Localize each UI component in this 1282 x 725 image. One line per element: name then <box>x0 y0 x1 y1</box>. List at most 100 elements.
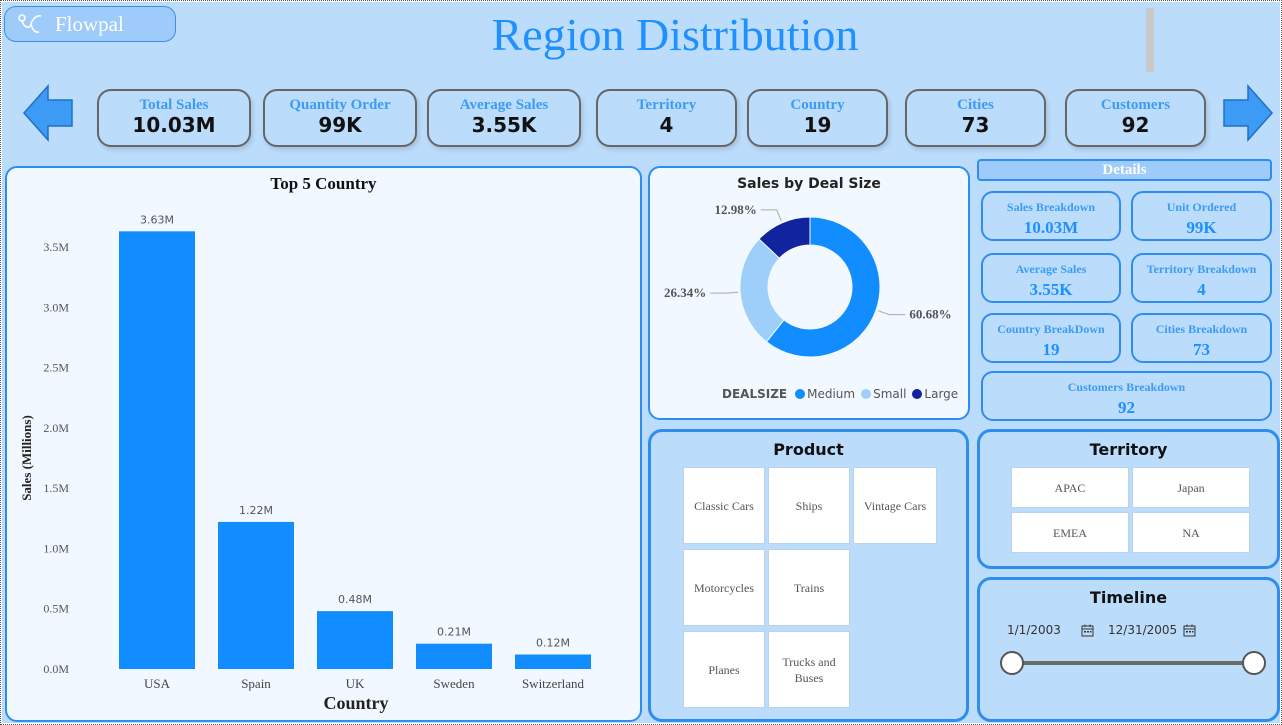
kpi-label: Territory <box>636 97 697 113</box>
kpi-territory: Territory 4 <box>596 89 737 147</box>
bar-data-label: 1.22M <box>239 504 273 517</box>
slice-medium[interactable] <box>765 216 881 358</box>
bar-sweden[interactable] <box>416 643 492 669</box>
header-divider <box>1146 8 1154 72</box>
kpi-value: 19 <box>803 113 832 137</box>
y-tick-label: 3.5M <box>43 240 69 254</box>
timeline-slicer: Timeline <box>977 577 1280 722</box>
detail-value: 10.03M <box>1023 218 1079 237</box>
kpi-value: 3.55K <box>471 113 537 137</box>
bar-chart-title: Top 5 Country <box>270 174 377 193</box>
legend-item-small[interactable]: Small <box>861 387 906 401</box>
x-tick-label: UK <box>346 676 365 691</box>
territory-tile-emea[interactable]: EMEA <box>1011 512 1129 553</box>
y-tick-label: 1.5M <box>43 481 69 495</box>
next-page-arrow-icon[interactable] <box>1222 84 1274 142</box>
product-slicer-title: Product <box>773 440 844 459</box>
legend-dot-icon <box>795 389 806 399</box>
y-tick-label: 0.0M <box>43 662 69 676</box>
slice-data-label: 60.68% <box>909 307 951 322</box>
legend-item-medium[interactable]: Medium <box>795 387 855 401</box>
bar-data-label: 0.48M <box>338 593 372 606</box>
timeline-start-handle[interactable] <box>1000 651 1024 675</box>
legend-label: Small <box>873 387 907 401</box>
detail-card-country-breakdown: Country BreakDown 19 <box>981 313 1121 363</box>
kpi-value: 4 <box>659 113 674 137</box>
territory-tile-japan[interactable]: Japan <box>1132 467 1250 508</box>
product-tile-ships[interactable]: Ships <box>768 467 850 544</box>
detail-card-territory-breakdown: Territory Breakdown 4 <box>1131 253 1272 303</box>
bar-data-label: 0.12M <box>536 637 570 650</box>
kpi-total-sales: Total Sales 10.03M <box>97 89 251 147</box>
slice-data-label: 26.34% <box>664 285 706 300</box>
slice-leader-line <box>877 310 906 316</box>
kpi-label: Cities <box>957 97 994 113</box>
bar-spain[interactable] <box>218 521 294 669</box>
calendar-icon[interactable] <box>1081 624 1094 637</box>
donut-chart-svg: 60.68% 26.34% 12.98% <box>664 202 952 358</box>
product-tile-trucks-and-buses[interactable]: Trucks and Buses <box>768 631 850 708</box>
kpi-quantity-order: Quantity Order 99K <box>263 89 417 147</box>
detail-value: 92 <box>1118 398 1135 417</box>
product-tile-planes[interactable]: Planes <box>683 631 765 708</box>
kpi-value: 99K <box>318 113 362 137</box>
legend-title: DEALSIZE <box>722 387 788 401</box>
timeline-slider-track[interactable] <box>1012 661 1254 665</box>
slice-leader-line <box>760 209 782 222</box>
y-tick-label: 3.0M <box>43 300 69 314</box>
detail-label: Country BreakDown <box>997 322 1105 336</box>
bar-usa[interactable] <box>119 231 195 669</box>
kpi-label: Customers <box>1100 97 1171 113</box>
kpi-average-sales: Average Sales 3.55K <box>427 89 581 147</box>
bar-data-label: 0.21M <box>437 626 471 639</box>
territory-tile-na[interactable]: NA <box>1132 512 1250 553</box>
x-axis-title: Country <box>323 693 388 713</box>
brand-name: Flowpal <box>55 11 124 36</box>
kpi-value: 73 <box>961 113 990 137</box>
product-tile-vintage-cars[interactable]: Vintage Cars <box>853 467 937 544</box>
detail-value: 73 <box>1193 340 1210 359</box>
bar-chart-svg: 0.0M 0.5M 1.0M 1.5M 2.0M 2.5M 3.0M 3.5M 3.63M USA… <box>19 213 591 713</box>
kpi-label: Total Sales <box>139 97 209 113</box>
end-date-input[interactable]: 12/31/2005 <box>1108 619 1196 641</box>
detail-value: 4 <box>1197 280 1206 299</box>
bar-uk[interactable] <box>317 611 393 669</box>
detail-label: Customers Breakdown <box>1067 380 1186 394</box>
timeline-slicer-title: Timeline <box>1089 588 1168 607</box>
legend-label: Large <box>924 387 959 401</box>
bar-switzerland[interactable] <box>515 654 591 669</box>
timeline-end-handle[interactable] <box>1242 651 1266 675</box>
detail-card-sales-breakdown: Sales Breakdown 10.03M <box>981 191 1121 241</box>
brand-logo[interactable]: Flowpal <box>4 6 176 42</box>
kpi-customers: Customers 92 <box>1065 89 1206 147</box>
detail-card-cities-breakdown: Cities Breakdown 73 <box>1131 313 1272 363</box>
detail-card-average-sales: Average Sales 3.55K <box>981 253 1121 303</box>
legend-item-large[interactable]: Large <box>912 387 958 401</box>
product-tile-motorcycles[interactable]: Motorcycles <box>683 549 765 626</box>
bar-data-label: 3.63M <box>140 213 174 226</box>
detail-label: Unit Ordered <box>1166 200 1237 214</box>
calendar-icon[interactable] <box>1183 624 1196 637</box>
slice-large[interactable] <box>758 216 811 259</box>
detail-label: Cities Breakdown <box>1155 322 1248 336</box>
start-date-input[interactable]: 1/1/2003 <box>1007 619 1094 641</box>
sales-by-deal-size-chart[interactable]: 60.68% 26.34% 12.98% Sales by Deal Size DE… <box>648 166 970 420</box>
kpi-label: Country <box>790 97 845 113</box>
territory-tile-apac[interactable]: APAC <box>1011 467 1129 508</box>
detail-label: Territory Breakdown <box>1146 262 1257 276</box>
detail-label: Average Sales <box>1015 262 1087 276</box>
detail-value: 99K <box>1186 218 1217 237</box>
product-tile-classic-cars[interactable]: Classic Cars <box>683 467 765 544</box>
territory-slicer-title: Territory <box>1089 440 1168 459</box>
kpi-country: Country 19 <box>747 89 888 147</box>
flowpal-logo-icon <box>18 14 42 33</box>
x-tick-label: Switzerland <box>522 676 585 691</box>
product-tile-trains[interactable]: Trains <box>768 549 850 626</box>
y-axis-title: Sales (Millions) <box>19 415 34 501</box>
previous-page-arrow-icon[interactable] <box>22 84 74 142</box>
detail-label: Sales Breakdown <box>1006 200 1096 214</box>
kpi-value: 92 <box>1121 113 1150 137</box>
start-date-value: 1/1/2003 <box>1007 623 1061 637</box>
slice-leader-line <box>710 291 739 294</box>
top-5-country-chart[interactable]: 0.0M 0.5M 1.0M 1.5M 2.0M 2.5M 3.0M 3.5M 3.63M USA… <box>5 166 642 722</box>
